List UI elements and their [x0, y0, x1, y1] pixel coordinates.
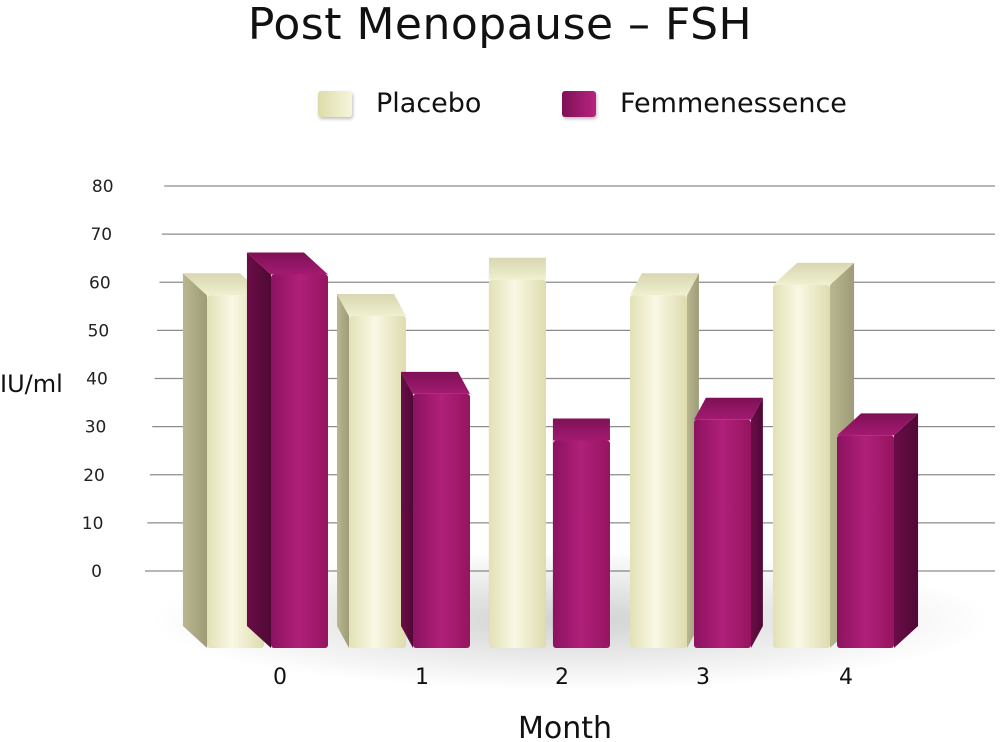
bar-femmenessence-top [246, 252, 328, 275]
bar-femmenessence [694, 397, 763, 648]
bar-femmenessence-front [413, 393, 470, 648]
y-tick-label: 0 [91, 562, 102, 582]
bar-femmenessence-front [553, 440, 610, 648]
y-tick-label: 30 [85, 418, 107, 438]
bar-femmenessence-side [401, 371, 413, 648]
y-tick-label: 80 [92, 177, 114, 197]
chart-title: Post Menopause – FSH [247, 0, 753, 50]
bar-placebo-top [337, 294, 406, 316]
bar-placebo-front [773, 284, 830, 648]
bar-placebo [630, 273, 699, 648]
bar-femmenessence-side [894, 413, 919, 648]
bar-placebo [337, 294, 406, 648]
y-axis-ticks: 0 10 20 30 40 50 60 70 80 [82, 177, 114, 582]
bar-femmenessence [837, 413, 919, 648]
legend-item-femmenessence: Femmenessence [562, 88, 847, 119]
x-tick-label: 4 [839, 665, 853, 690]
bar-femmenessence-top [552, 418, 610, 441]
bar-femmenessence-front [694, 419, 751, 648]
bar-femmenessence-side [246, 252, 271, 648]
bar-placebo-top [630, 273, 699, 296]
x-tick-label: 3 [696, 665, 710, 690]
bar-placebo-top [182, 273, 264, 296]
bar-placebo-front [489, 279, 546, 648]
bar-placebo-front [349, 316, 406, 648]
legend-swatch-placebo [318, 90, 352, 117]
bar-femmenessence [552, 418, 610, 648]
legend: Placebo Femmenessence [0, 88, 1000, 128]
bar-placebo [488, 257, 546, 648]
y-tick-label: 20 [83, 466, 105, 486]
y-tick-label: 60 [89, 273, 111, 293]
x-tick-label: 2 [555, 665, 569, 690]
legend-item-placebo: Placebo [318, 88, 481, 119]
x-axis-label: Month [518, 711, 612, 742]
bar-femmenessence-front [271, 274, 328, 648]
bar-placebo [773, 262, 855, 648]
bars [182, 252, 919, 648]
bar-femmenessence-top [694, 397, 763, 420]
bar-femmenessence-front [837, 435, 894, 648]
x-tick-label: 1 [415, 665, 429, 690]
y-axis-label: IU/ml [0, 370, 63, 398]
bar-placebo-top [488, 257, 546, 280]
y-tick-label: 40 [86, 370, 108, 390]
y-tick-label: 50 [88, 321, 110, 341]
bar-femmenessence-side [751, 397, 763, 648]
legend-label-femmenessence: Femmenessence [620, 88, 847, 119]
bar-femmenessence [246, 252, 328, 648]
y-tick-label: 70 [90, 225, 112, 245]
bar-placebo-top [773, 262, 855, 285]
bar-femmenessence-top [837, 413, 919, 436]
bar-placebo-front [630, 295, 687, 648]
bar-placebo-side [182, 273, 207, 648]
bar-placebo-side [337, 294, 349, 648]
legend-swatch-femmenessence [562, 90, 596, 117]
y-tick-label: 10 [82, 514, 104, 534]
x-tick-label: 0 [273, 665, 287, 690]
x-axis-ticks: 0 1 2 3 4 [273, 665, 853, 690]
bar-femmenessence [401, 371, 470, 648]
bar-femmenessence-top [401, 371, 470, 394]
legend-label-placebo: Placebo [376, 88, 482, 119]
